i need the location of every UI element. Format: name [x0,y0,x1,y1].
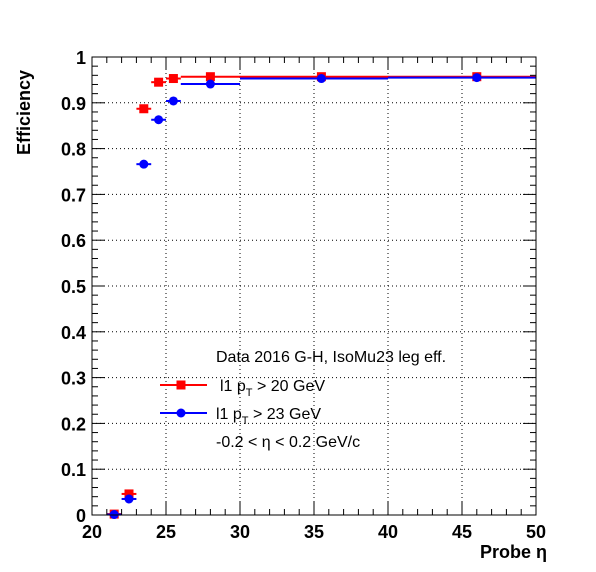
data-series [106,72,536,520]
legend-header: Data 2016 G-H, IsoMu23 leg eff. [216,349,446,366]
x-tick-label: 35 [304,522,324,542]
series-red-point [205,72,215,82]
x-axis-title: Probe η [480,542,547,562]
tick-labels: 20 25 30 35 40 45 50 0 0.1 0.2 0.3 0.4 0.5 0.6 0.7 0.8 0… [61,48,546,542]
series-blue-point [205,79,215,89]
legend-entry-blue-main: l1 p [216,406,242,423]
legend-note: -0.2 < η < 0.2 GeV/c [216,434,360,451]
series-red-point [124,489,134,499]
y-tick-label: 0.6 [61,231,86,251]
series-blue-point [316,74,326,84]
series-blue-point [472,73,482,83]
series-blue-point [154,115,164,125]
x-tick-label: 30 [230,522,250,542]
y-tick-label: 0.5 [61,277,86,297]
series-blue-point [139,159,149,169]
y-tick-label: 0.3 [61,369,86,389]
y-tick-label: 0.8 [61,140,86,160]
legend-entry-red-tail: > 20 GeV [253,378,326,395]
series-red-point [139,104,149,114]
x-tick-label: 50 [526,522,546,542]
y-tick-label: 0.1 [61,460,86,480]
series-red-point [154,77,164,87]
legend-entry-red-sub: T [246,387,253,399]
y-axis-title: Efficiency [14,70,34,155]
y-tick-label: 0 [76,506,86,526]
y-tick-label: 0.7 [61,185,86,205]
y-tick-label: 0.9 [61,94,86,114]
legend-marker-blue [176,408,186,418]
legend-entry-red: l1 pT > 20 GeV [220,378,325,399]
legend-entry-red-main: l1 p [220,378,246,395]
legend: Data 2016 G-H, IsoMu23 leg eff. l1 pT > … [160,349,446,451]
series-blue-point [124,494,134,504]
series-blue-point [168,96,178,106]
y-tick-label: 0.4 [61,323,86,343]
legend-entry-blue-sub: T [242,415,249,427]
x-tick-label: 40 [378,522,398,542]
x-tick-label: 25 [156,522,176,542]
series-red-point [168,74,178,84]
axis-ticks [91,56,537,516]
y-tick-label: 1 [76,48,86,68]
legend-entry-blue: l1 pT > 23 GeV [216,406,321,427]
legend-entry-blue-tail: > 23 GeV [249,406,322,423]
y-tick-label: 0.2 [61,414,86,434]
legend-marker-red [176,380,186,390]
x-tick-label: 45 [452,522,472,542]
x-tick-label: 20 [82,522,102,542]
